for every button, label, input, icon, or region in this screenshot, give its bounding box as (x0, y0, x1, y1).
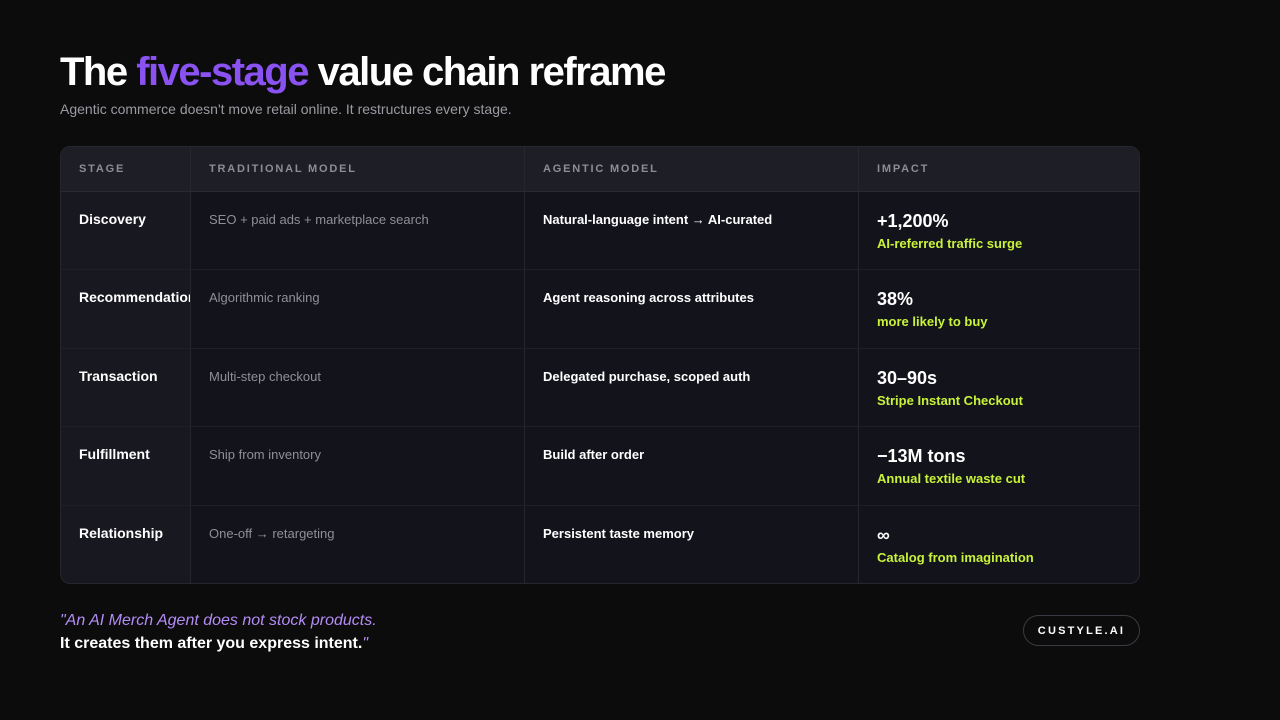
title-suffix: value chain reframe (307, 50, 667, 94)
stage-cell: Transaction (61, 348, 191, 427)
column-header-stage: STAGE (61, 147, 191, 191)
table-row-fulfillment: Fulfillment Ship from inventory Build af… (61, 427, 1139, 506)
stage-cell: Discovery (61, 192, 191, 270)
traditional-text: Ship from inventory (209, 447, 321, 463)
table-header-row: STAGE TRADITIONAL MODEL AGENTIC MODEL IM… (61, 147, 1139, 192)
value-chain-table: STAGE TRADITIONAL MODEL AGENTIC MODEL IM… (60, 146, 1140, 584)
traditional-text: One-off → retargeting (209, 525, 335, 541)
title-accent: five-stage (136, 50, 309, 94)
traditional-cell: SEO + paid ads + marketplace search (191, 192, 525, 270)
impact-note: more likely to buy (877, 314, 988, 330)
impact-cell: 38% more likely to buy (859, 270, 1139, 347)
quote-close-mark: " (362, 635, 369, 652)
stage-cell: Fulfillment (61, 427, 191, 505)
quote-line-1: "An AI Merch Agent does not stock produc… (60, 612, 377, 629)
table-row-discovery: Discovery SEO + paid ads + marketplace s… (61, 192, 1139, 271)
stage-label: Discovery (79, 211, 146, 227)
quote-line-2-text: It creates them after you express intent… (60, 635, 363, 652)
traditional-cell: Multi-step checkout (191, 348, 525, 427)
agentic-cell: Natural-language intent → AI-curated (525, 192, 859, 270)
column-header-impact: IMPACT (877, 163, 930, 175)
traditional-cell: Algorithmic ranking (191, 270, 525, 348)
closing-quote: "An AI Merch Agent does not stock produc… (60, 609, 377, 655)
stage-label: Recommendation (79, 289, 191, 306)
stage-cell: Recommendation (61, 270, 191, 348)
impact-note: Annual textile waste cut (877, 471, 1026, 487)
agentic-cell: Persistent taste memory (525, 505, 859, 583)
impact-note: Stripe Instant Checkout (877, 392, 1023, 408)
column-header-traditional: TRADITIONAL MODEL (191, 147, 525, 191)
agentic-text: Persistent taste memory (543, 525, 695, 541)
quote-line-2: It creates them after you express intent… (60, 632, 377, 655)
impact-cell: +1,200% AI-referred traffic surge (859, 192, 1139, 269)
impact-value: +1,200% (877, 211, 949, 231)
impact-cell: 30–90s Stripe Instant Checkout (859, 349, 1139, 426)
impact-value: 38% (877, 289, 914, 310)
traditional-text: SEO + paid ads + marketplace search (209, 212, 429, 227)
impact-cell: −13M tons Annual textile waste cut (859, 427, 1139, 504)
impact-note: AI-referred traffic surge (877, 236, 1023, 251)
table-row-recommendation: Recommendation Algorithmic ranking Agent… (61, 270, 1139, 349)
brand-badge: CUSTYLE.AI (1023, 615, 1140, 646)
column-header-agentic: AGENTIC MODEL (525, 147, 859, 191)
agentic-cell: Agent reasoning across attributes (525, 270, 859, 348)
impact-cell: ∞ Catalog from imagination (859, 506, 1139, 583)
stage-label: Fulfillment (79, 446, 150, 463)
table-row-transaction: Transaction Multi-step checkout Delegate… (61, 348, 1139, 428)
agentic-text: Natural-language intent → AI-curated (543, 212, 773, 227)
impact-value: −13M tons (877, 446, 966, 467)
table-row-relationship: Relationship One-off → retargeting Persi… (61, 505, 1139, 583)
page-title: The five-stage value chain reframe (60, 49, 667, 95)
stage-label: Relationship (79, 524, 164, 541)
impact-value: 30–90s (877, 367, 938, 388)
impact-value: ∞ (877, 524, 890, 545)
agentic-cell: Delegated purchase, scoped auth (525, 348, 859, 427)
agentic-text: Agent reasoning across attributes (543, 290, 754, 306)
page-subtitle: Agentic commerce doesn't move retail onl… (60, 101, 512, 117)
traditional-text: Multi-step checkout (209, 368, 321, 384)
agentic-text: Build after order (543, 447, 645, 463)
traditional-cell: Ship from inventory (191, 427, 525, 505)
traditional-cell: One-off → retargeting (191, 505, 525, 583)
traditional-text: Algorithmic ranking (209, 290, 320, 306)
stage-cell: Relationship (61, 505, 191, 583)
title-prefix: The (60, 50, 137, 94)
impact-note: Catalog from imagination (877, 549, 1034, 565)
agentic-cell: Build after order (525, 427, 859, 505)
stage-label: Transaction (79, 367, 158, 384)
agentic-text: Delegated purchase, scoped auth (543, 368, 751, 384)
